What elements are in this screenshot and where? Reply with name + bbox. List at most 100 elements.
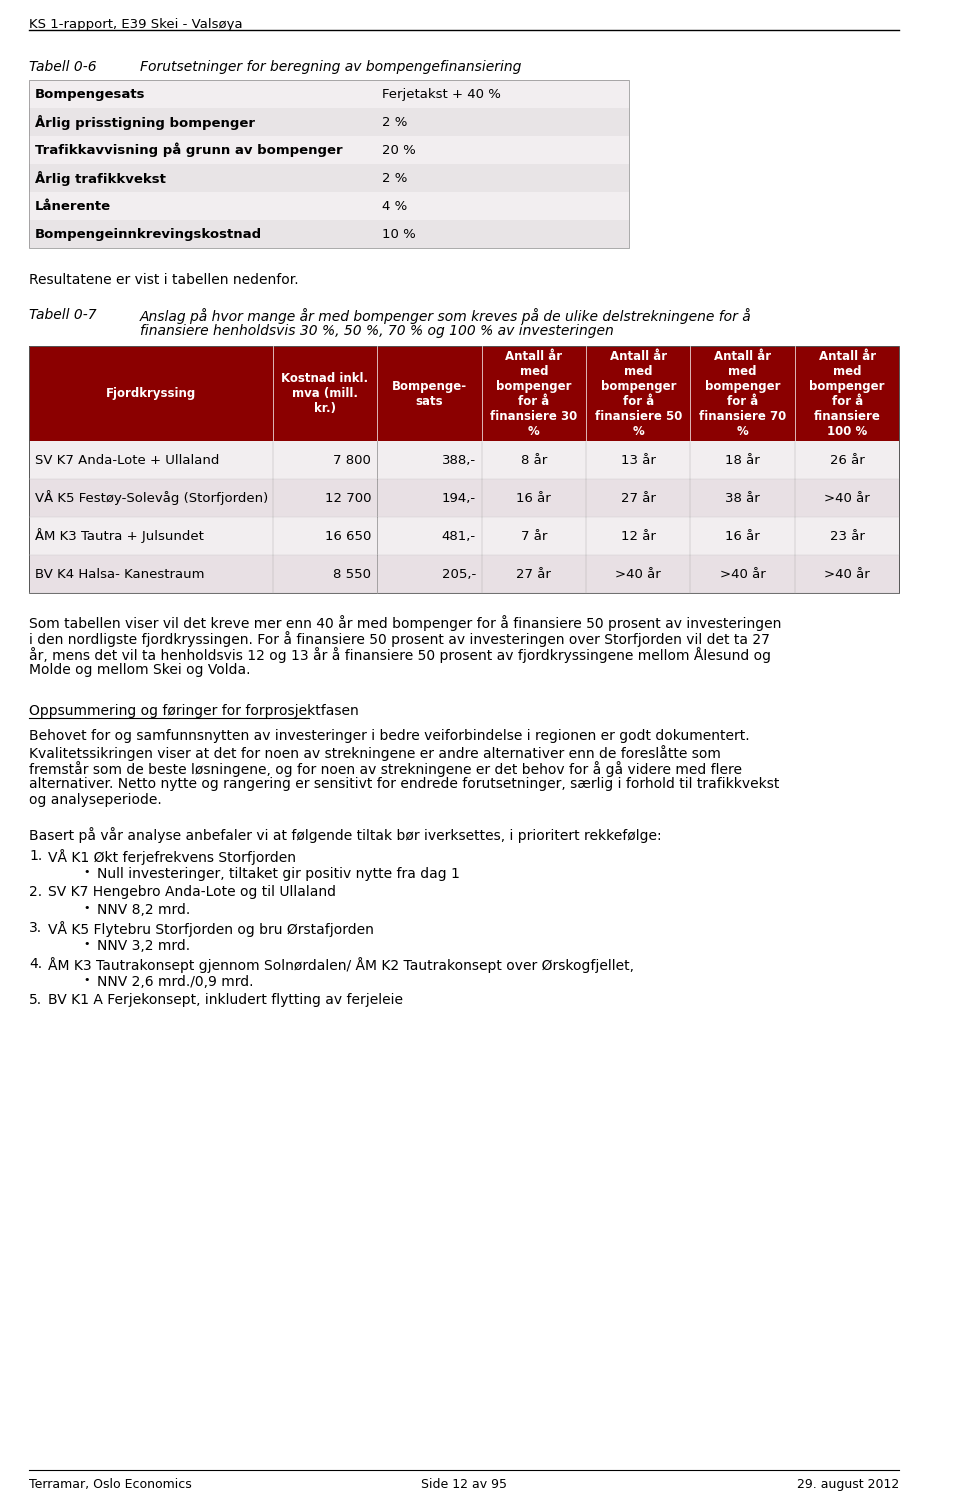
Bar: [273, 346, 377, 440]
Bar: [586, 517, 690, 555]
Bar: [482, 346, 586, 440]
Text: 12 år: 12 år: [621, 529, 656, 543]
Bar: [29, 192, 376, 219]
Text: 5.: 5.: [29, 993, 42, 1007]
Text: 23 år: 23 år: [829, 529, 865, 543]
Text: Molde og mellom Skei og Volda.: Molde og mellom Skei og Volda.: [29, 663, 251, 676]
Text: Anslag på hvor mange år med bompenger som kreves på de ulike delstrekningene for: Anslag på hvor mange år med bompenger so…: [140, 308, 752, 325]
Text: ÅM K3 Tautrakonsept gjennom Solnørdalen/ ÅM K2 Tautrakonsept over Ørskogfjellet,: ÅM K3 Tautrakonsept gjennom Solnørdalen/…: [48, 957, 635, 972]
Text: Kvalitetssikringen viser at det for noen av strekningene er andre alternativer e: Kvalitetssikringen viser at det for noen…: [29, 745, 721, 761]
Text: 4 %: 4 %: [382, 200, 407, 212]
Text: Kostnad inkl.
mva (mill.
kr.): Kostnad inkl. mva (mill. kr.): [281, 373, 369, 415]
Text: VÅ K5 Flytebru Storfjorden og bru Ørstafjorden: VÅ K5 Flytebru Storfjorden og bru Ørstaf…: [48, 921, 374, 936]
Text: 10 %: 10 %: [382, 227, 416, 240]
Text: BV K1 A Ferjekonsept, inkludert flytting av ferjeleie: BV K1 A Ferjekonsept, inkludert flytting…: [48, 993, 403, 1007]
Text: VÅ K5 Festøy-Solevåg (Storfjorden): VÅ K5 Festøy-Solevåg (Storfjorden): [35, 490, 268, 505]
Bar: [376, 219, 629, 248]
Bar: [690, 346, 795, 440]
Bar: [376, 164, 629, 192]
Text: Tabell 0-6: Tabell 0-6: [29, 60, 97, 74]
Text: VÅ K1 Økt ferjefrekvens Storfjorden: VÅ K1 Økt ferjefrekvens Storfjorden: [48, 849, 297, 864]
Text: 18 år: 18 år: [726, 454, 760, 466]
Bar: [586, 555, 690, 594]
Text: Bompengesats: Bompengesats: [35, 87, 145, 101]
Text: Årlig prisstigning bompenger: Årlig prisstigning bompenger: [35, 114, 254, 129]
Bar: [29, 80, 629, 248]
Bar: [482, 479, 586, 517]
Text: •: •: [84, 975, 90, 984]
Bar: [376, 135, 629, 164]
Text: 7 800: 7 800: [333, 454, 372, 466]
Bar: [29, 346, 273, 440]
Bar: [377, 346, 482, 440]
Text: Ferjetakst + 40 %: Ferjetakst + 40 %: [382, 87, 501, 101]
Text: >40 år: >40 år: [720, 568, 765, 580]
Bar: [376, 108, 629, 135]
Bar: [29, 164, 376, 192]
Text: 26 år: 26 år: [829, 454, 865, 466]
Bar: [273, 440, 377, 479]
Bar: [690, 440, 795, 479]
Text: Lånerente: Lånerente: [35, 200, 111, 212]
Text: Side 12 av 95: Side 12 av 95: [421, 1477, 507, 1491]
Text: 16 år: 16 år: [516, 491, 551, 505]
Text: SV K7 Anda-Lote + Ullaland: SV K7 Anda-Lote + Ullaland: [35, 454, 219, 466]
Text: Fjordkryssing: Fjordkryssing: [106, 386, 196, 400]
Text: alternativer. Netto nytte og rangering er sensitivt for endrede forutsetninger, : alternativer. Netto nytte og rangering e…: [29, 777, 780, 791]
Bar: [795, 555, 900, 594]
Text: Null investeringer, tiltaket gir positiv nytte fra dag 1: Null investeringer, tiltaket gir positiv…: [97, 867, 460, 881]
Bar: [273, 479, 377, 517]
Bar: [586, 479, 690, 517]
Bar: [795, 517, 900, 555]
Text: 3.: 3.: [29, 921, 42, 935]
Text: 38 år: 38 år: [726, 491, 760, 505]
Text: 12 700: 12 700: [324, 491, 372, 505]
Bar: [29, 219, 376, 248]
Text: Tabell 0-7: Tabell 0-7: [29, 308, 97, 322]
Text: Årlig trafikkvekst: Årlig trafikkvekst: [35, 170, 166, 185]
Text: 2 %: 2 %: [382, 171, 407, 185]
Text: >40 år: >40 år: [615, 568, 661, 580]
Text: ÅM K3 Tautra + Julsundet: ÅM K3 Tautra + Julsundet: [35, 529, 204, 544]
Bar: [690, 479, 795, 517]
Text: Bompengeinnkrevingskostnad: Bompengeinnkrevingskostnad: [35, 227, 262, 240]
Bar: [29, 440, 273, 479]
Text: 8 år: 8 år: [520, 454, 547, 466]
Text: 2 %: 2 %: [382, 116, 407, 128]
Text: NNV 3,2 mrd.: NNV 3,2 mrd.: [97, 939, 190, 953]
Text: Antall år
med
bompenger
for å
finansiere
100 %: Antall år med bompenger for å finansiere…: [809, 350, 885, 437]
Text: •: •: [84, 939, 90, 948]
Bar: [482, 555, 586, 594]
Text: SV K7 Hengebro Anda-Lote og til Ullaland: SV K7 Hengebro Anda-Lote og til Ullaland: [48, 885, 336, 899]
Bar: [29, 108, 376, 135]
Text: Antall år
med
bompenger
for å
finansiere 70
%: Antall år med bompenger for å finansiere…: [699, 350, 786, 437]
Text: •: •: [84, 867, 90, 876]
Bar: [29, 555, 273, 594]
Text: 20 %: 20 %: [382, 143, 416, 156]
Text: Antall år
med
bompenger
for å
finansiere 30
%: Antall år med bompenger for å finansiere…: [491, 350, 578, 437]
Text: og analyseperiode.: og analyseperiode.: [29, 794, 162, 807]
Bar: [690, 517, 795, 555]
Text: Resultatene er vist i tabellen nedenfor.: Resultatene er vist i tabellen nedenfor.: [29, 274, 299, 287]
Text: KS 1-rapport, E39 Skei - Valsøya: KS 1-rapport, E39 Skei - Valsøya: [29, 18, 243, 32]
Text: Basert på vår analyse anbefaler vi at følgende tiltak bør iverksettes, i priorit: Basert på vår analyse anbefaler vi at fø…: [29, 827, 661, 843]
Bar: [376, 192, 629, 219]
Text: fremstår som de beste løsningene, og for noen av strekningene er det behov for å: fremstår som de beste løsningene, og for…: [29, 761, 742, 777]
Text: •: •: [84, 903, 90, 912]
Text: 13 år: 13 år: [621, 454, 656, 466]
Bar: [377, 517, 482, 555]
Text: Bompenge-
sats: Bompenge- sats: [392, 379, 467, 407]
Bar: [795, 479, 900, 517]
Text: Behovet for og samfunnsnytten av investeringer i bedre veiforbindelse i regionen: Behovet for og samfunnsnytten av investe…: [29, 729, 750, 742]
Text: NNV 2,6 mrd./0,9 mrd.: NNV 2,6 mrd./0,9 mrd.: [97, 975, 253, 989]
Bar: [795, 346, 900, 440]
Bar: [377, 440, 482, 479]
Text: 16 år: 16 år: [726, 529, 760, 543]
Bar: [482, 517, 586, 555]
Bar: [273, 517, 377, 555]
Bar: [482, 440, 586, 479]
Text: 481,-: 481,-: [442, 529, 476, 543]
Bar: [377, 479, 482, 517]
Text: 7 år: 7 år: [520, 529, 547, 543]
Text: i den nordligste fjordkryssingen. For å finansiere 50 prosent av investeringen o: i den nordligste fjordkryssingen. For å …: [29, 631, 770, 646]
